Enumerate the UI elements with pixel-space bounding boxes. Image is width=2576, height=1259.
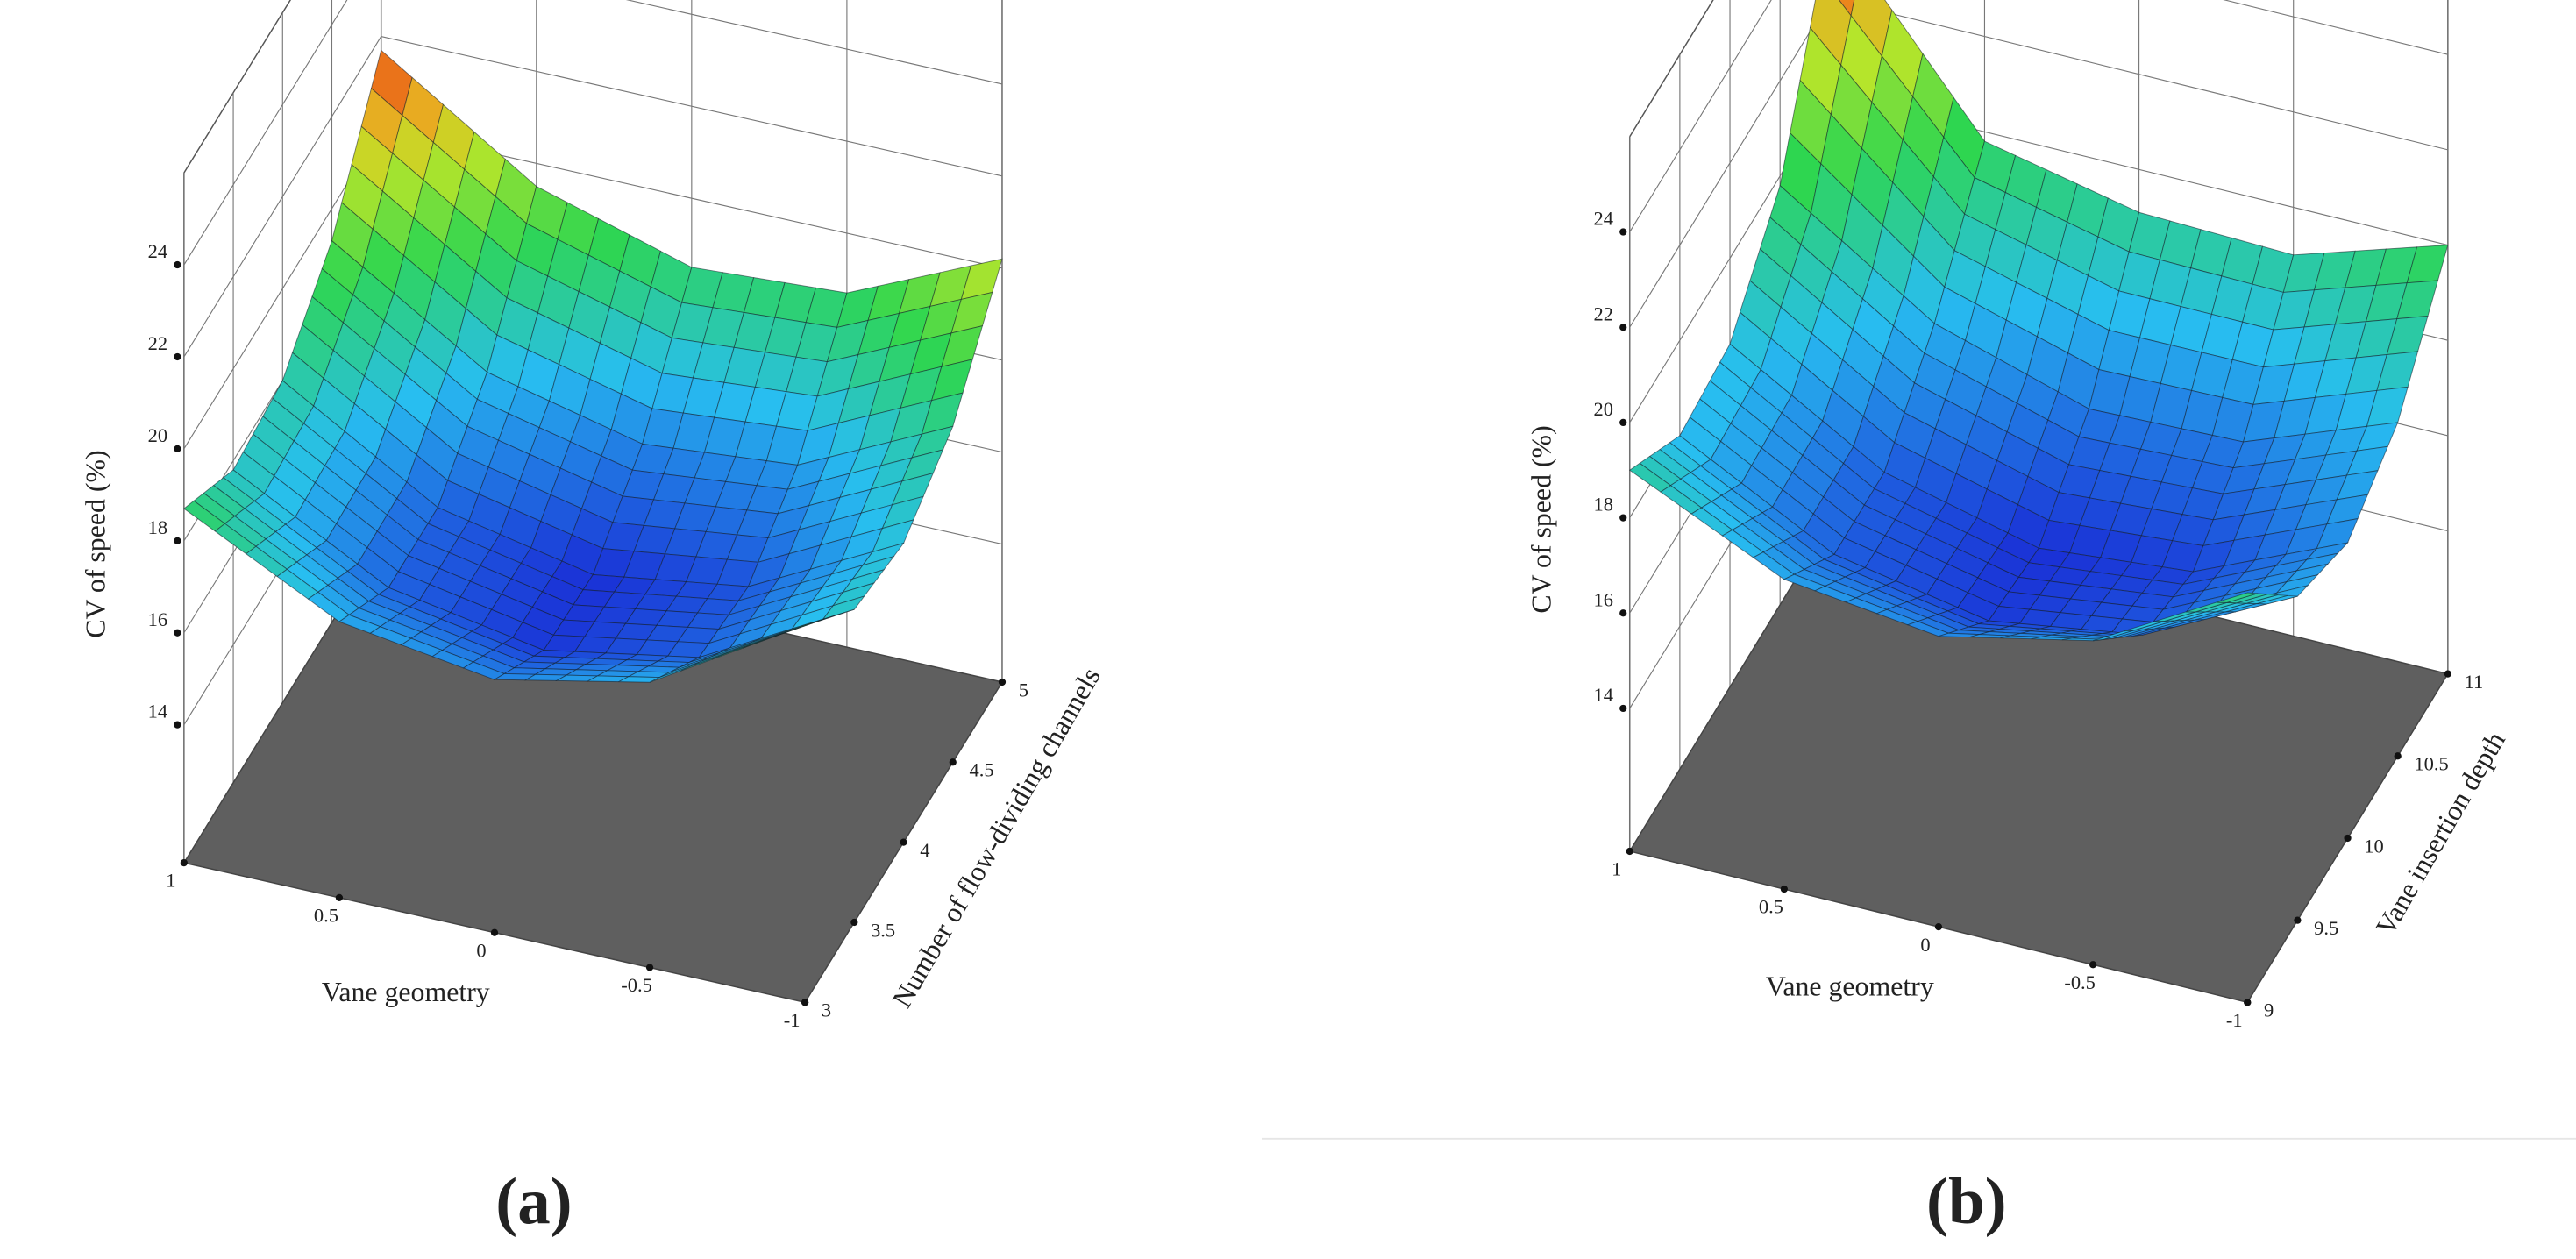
tick-mark [1619, 228, 1627, 236]
tick-mark [174, 721, 181, 729]
x-axis-title: Vane geometry [322, 977, 490, 1007]
x-tick-label: 1 [166, 870, 175, 892]
tick-mark [1626, 847, 1633, 856]
tick-mark [949, 758, 957, 766]
surface-patch [1838, 0, 1855, 17]
x-tick-label: -0.5 [621, 974, 652, 996]
tick-mark [2344, 834, 2352, 843]
y-tick-label: 11 [2465, 671, 2484, 693]
surface-patch [773, 622, 815, 637]
z-tick-label: 14 [148, 701, 167, 722]
tick-mark [1619, 418, 1627, 427]
tick-mark [2294, 916, 2302, 924]
tick-mark [1934, 923, 1943, 931]
tick-mark [174, 537, 181, 544]
tick-mark [1619, 324, 1627, 331]
tick-mark [180, 858, 188, 867]
x-tick-label: -0.5 [2064, 971, 2096, 993]
caption: (a) [495, 1165, 572, 1238]
z-tick-label: 24 [1594, 208, 1613, 230]
grid-line [2223, 0, 2448, 55]
y-tick-label: 5 [1019, 679, 1028, 701]
tick-mark [801, 999, 809, 1006]
y-tick-label: 9.5 [2314, 917, 2338, 939]
z-axis-title: CV of speed (%) [81, 450, 111, 637]
tick-mark [174, 352, 181, 361]
x-tick-label: 0 [476, 939, 486, 961]
z-tick-label: 16 [1594, 588, 1613, 610]
z-tick-label: 18 [148, 516, 167, 538]
y-tick-label: 4 [920, 839, 929, 861]
tick-mark [2394, 752, 2402, 760]
surface-patch [2216, 592, 2258, 603]
z-axis-title: CV of speed (%) [1526, 425, 1557, 613]
tick-mark [2244, 999, 2252, 1006]
tick-mark [645, 964, 654, 971]
z-tick-label: 18 [1594, 494, 1613, 516]
y-tick-label: 10.5 [2414, 753, 2448, 775]
tick-mark [1619, 514, 1627, 522]
tick-mark [1619, 609, 1627, 617]
y-tick-label: 3 [822, 999, 831, 1021]
tick-mark [335, 893, 344, 902]
z-tick-label: 16 [148, 608, 167, 630]
caption: (b) [1926, 1165, 2007, 1238]
x-tick-label: 0.5 [314, 905, 338, 927]
z-tick-label: 20 [1594, 398, 1613, 420]
tick-mark [900, 838, 907, 846]
tick-mark [850, 918, 858, 927]
y-tick-label: 3.5 [871, 919, 895, 941]
tick-mark [2089, 961, 2097, 969]
z-tick-label: 24 [148, 240, 167, 262]
x-axis-title: Vane geometry [1766, 971, 1934, 1002]
x-tick-label: -1 [2226, 1009, 2243, 1031]
x-tick-label: 0.5 [1759, 896, 1783, 918]
z-tick-label: 22 [148, 332, 167, 354]
x-tick-label: 1 [1612, 858, 1621, 880]
z-tick-label: 20 [148, 424, 167, 446]
z-tick-label: 14 [1594, 684, 1613, 706]
tick-mark [2444, 670, 2451, 678]
tick-mark [174, 260, 181, 269]
z-tick-label: 22 [1594, 302, 1613, 324]
tick-mark [998, 678, 1007, 686]
y-tick-label: 9 [2264, 999, 2274, 1021]
x-tick-label: 0 [1920, 934, 1930, 956]
tick-mark [1619, 704, 1627, 713]
y-tick-label: 10 [2364, 835, 2383, 857]
y-tick-label: 4.5 [969, 759, 993, 781]
box-edge [1629, 0, 1714, 138]
tick-mark [174, 629, 181, 637]
x-tick-label: -1 [784, 1009, 801, 1031]
tick-mark [490, 928, 499, 936]
tick-mark [174, 445, 181, 453]
tick-mark [1780, 885, 1788, 893]
